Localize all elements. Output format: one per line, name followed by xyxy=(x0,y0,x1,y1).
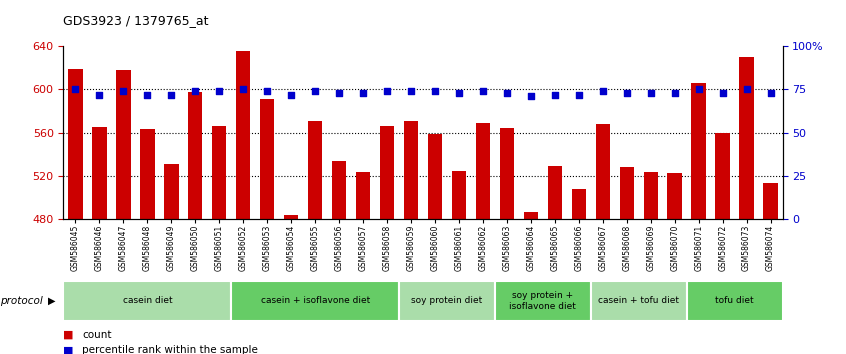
Point xyxy=(189,88,202,94)
FancyBboxPatch shape xyxy=(591,280,687,321)
Bar xyxy=(260,99,274,219)
Text: tofu diet: tofu diet xyxy=(716,296,754,306)
Bar xyxy=(763,183,777,219)
Point xyxy=(261,88,274,94)
Bar xyxy=(140,130,155,219)
Bar xyxy=(92,127,107,219)
Bar xyxy=(500,129,514,219)
Text: ▶: ▶ xyxy=(47,296,55,306)
Bar xyxy=(308,121,322,219)
Point xyxy=(212,88,226,94)
Point xyxy=(284,92,298,97)
Text: count: count xyxy=(82,330,112,339)
Bar xyxy=(619,167,634,219)
Text: soy protein +
isoflavone diet: soy protein + isoflavone diet xyxy=(509,291,576,310)
Point xyxy=(716,90,729,96)
Point xyxy=(404,88,418,94)
Point xyxy=(500,90,514,96)
Point xyxy=(69,86,82,92)
Bar xyxy=(380,126,394,219)
Bar xyxy=(739,57,754,219)
Point xyxy=(476,88,490,94)
Bar xyxy=(356,172,371,219)
Point xyxy=(764,90,777,96)
Text: casein + tofu diet: casein + tofu diet xyxy=(598,296,679,306)
Point xyxy=(572,92,585,97)
Point xyxy=(332,90,346,96)
Point xyxy=(140,92,154,97)
FancyBboxPatch shape xyxy=(687,280,783,321)
Point xyxy=(644,90,657,96)
Text: protocol: protocol xyxy=(0,296,43,306)
Bar xyxy=(524,212,538,219)
Point xyxy=(380,88,393,94)
Bar xyxy=(188,92,202,219)
Text: ■: ■ xyxy=(63,330,74,339)
Bar xyxy=(69,69,83,219)
Point xyxy=(739,86,753,92)
Point xyxy=(620,90,634,96)
Bar xyxy=(475,123,490,219)
Point xyxy=(548,92,562,97)
Bar xyxy=(236,51,250,219)
Text: GDS3923 / 1379765_at: GDS3923 / 1379765_at xyxy=(63,14,209,27)
Bar xyxy=(116,70,130,219)
Text: ■: ■ xyxy=(63,346,74,354)
Text: casein + isoflavone diet: casein + isoflavone diet xyxy=(261,296,370,306)
Bar xyxy=(596,124,610,219)
Bar xyxy=(212,126,227,219)
Point xyxy=(117,88,130,94)
FancyBboxPatch shape xyxy=(63,280,231,321)
Bar xyxy=(404,121,418,219)
FancyBboxPatch shape xyxy=(495,280,591,321)
Bar xyxy=(644,172,658,219)
Bar xyxy=(164,164,179,219)
Point xyxy=(692,86,706,92)
Point xyxy=(524,93,537,99)
Bar xyxy=(667,173,682,219)
Text: percentile rank within the sample: percentile rank within the sample xyxy=(82,346,258,354)
Point xyxy=(92,92,106,97)
Text: casein diet: casein diet xyxy=(123,296,172,306)
Point xyxy=(356,90,370,96)
FancyBboxPatch shape xyxy=(231,280,399,321)
Bar xyxy=(716,133,730,219)
Point xyxy=(308,88,321,94)
Bar xyxy=(452,171,466,219)
Bar xyxy=(428,134,442,219)
Point xyxy=(596,88,609,94)
Point xyxy=(667,90,681,96)
Point xyxy=(236,86,250,92)
Bar xyxy=(547,166,562,219)
Bar xyxy=(284,215,299,219)
Bar xyxy=(332,161,346,219)
Bar xyxy=(572,189,586,219)
Point xyxy=(164,92,178,97)
Text: soy protein diet: soy protein diet xyxy=(411,296,482,306)
Bar xyxy=(691,83,706,219)
Point xyxy=(452,90,465,96)
Point xyxy=(428,88,442,94)
FancyBboxPatch shape xyxy=(399,280,495,321)
